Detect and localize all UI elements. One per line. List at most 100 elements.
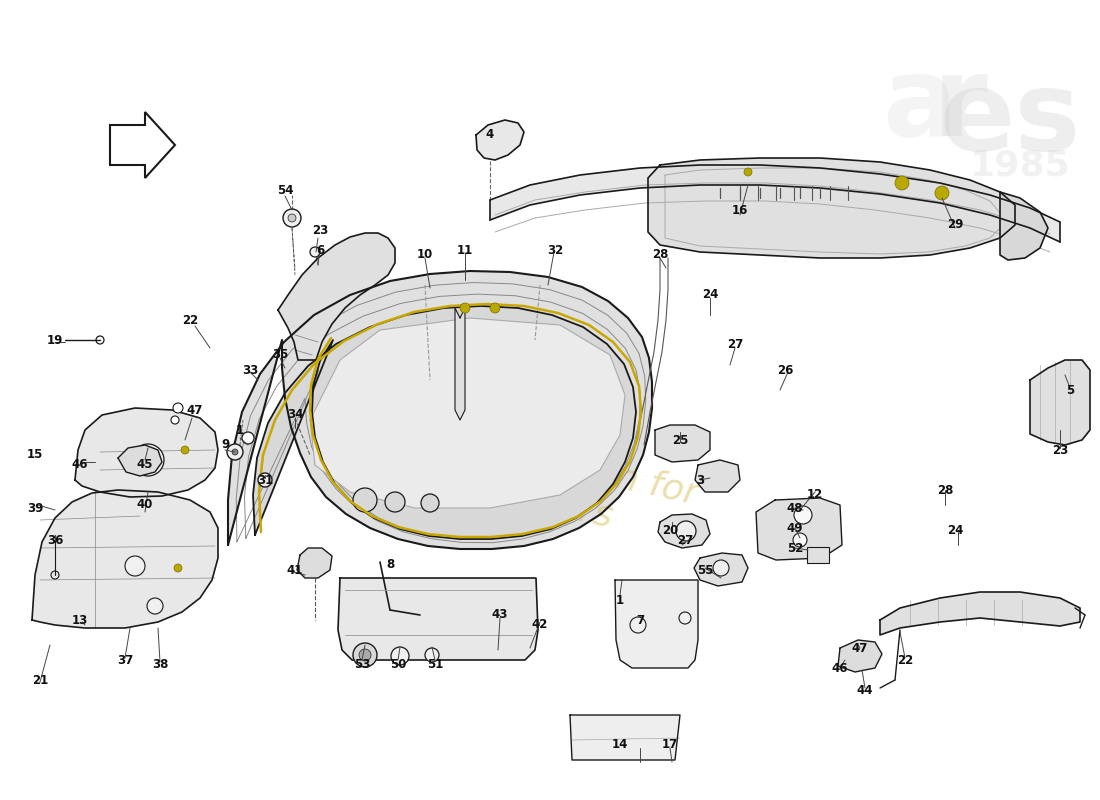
Polygon shape [1000, 192, 1048, 260]
Circle shape [744, 168, 752, 176]
Circle shape [242, 432, 254, 444]
Text: 45: 45 [136, 458, 153, 471]
Text: 17: 17 [662, 738, 678, 751]
Text: 46: 46 [72, 458, 88, 471]
Text: 53: 53 [354, 658, 371, 671]
Circle shape [288, 214, 296, 222]
Text: 36: 36 [47, 534, 63, 546]
Text: 13: 13 [72, 614, 88, 626]
Polygon shape [118, 445, 162, 476]
Text: 38: 38 [152, 658, 168, 671]
Text: a passion for
cars: a passion for cars [459, 430, 702, 550]
Text: 9: 9 [221, 438, 229, 451]
Text: 52: 52 [786, 542, 803, 554]
Polygon shape [880, 592, 1080, 635]
Polygon shape [32, 490, 218, 628]
Text: 27: 27 [676, 534, 693, 546]
Circle shape [147, 598, 163, 614]
Polygon shape [455, 308, 465, 420]
Text: 26: 26 [777, 363, 793, 377]
Text: es: es [939, 66, 1080, 174]
Text: 10: 10 [417, 249, 433, 262]
Text: 44: 44 [857, 683, 873, 697]
Text: 22: 22 [182, 314, 198, 326]
Text: 28: 28 [652, 249, 668, 262]
Text: 43: 43 [492, 609, 508, 622]
Polygon shape [694, 553, 748, 586]
Polygon shape [228, 271, 652, 549]
Circle shape [895, 176, 909, 190]
Text: 34: 34 [287, 409, 304, 422]
Text: 7: 7 [636, 614, 645, 626]
Polygon shape [1030, 360, 1090, 445]
Circle shape [490, 303, 500, 313]
Circle shape [713, 560, 729, 576]
Circle shape [258, 473, 272, 487]
Circle shape [359, 649, 371, 661]
Text: 8: 8 [386, 558, 394, 571]
Polygon shape [490, 165, 1060, 242]
Circle shape [390, 647, 409, 665]
Text: 22: 22 [896, 654, 913, 666]
Polygon shape [615, 580, 698, 668]
Text: 16: 16 [732, 203, 748, 217]
Text: 35: 35 [272, 349, 288, 362]
Text: 1: 1 [235, 423, 244, 437]
Text: 29: 29 [947, 218, 964, 231]
Text: 47: 47 [851, 642, 868, 654]
Polygon shape [476, 120, 524, 160]
Text: 33: 33 [242, 363, 258, 377]
Polygon shape [278, 233, 395, 360]
FancyBboxPatch shape [807, 547, 829, 563]
Text: 1: 1 [616, 594, 624, 606]
Text: 3: 3 [696, 474, 704, 486]
Text: 39: 39 [26, 502, 43, 514]
Text: 20: 20 [662, 523, 678, 537]
Circle shape [679, 612, 691, 624]
Text: 51: 51 [427, 658, 443, 671]
Polygon shape [838, 640, 882, 672]
Polygon shape [695, 460, 740, 492]
Text: 54: 54 [277, 183, 294, 197]
Circle shape [132, 444, 164, 476]
Circle shape [232, 449, 238, 455]
Text: r: r [933, 51, 988, 158]
Circle shape [174, 564, 182, 572]
Text: 27: 27 [727, 338, 744, 351]
Circle shape [353, 488, 377, 512]
Text: 32: 32 [547, 243, 563, 257]
Text: 31: 31 [257, 474, 273, 486]
Circle shape [630, 617, 646, 633]
Text: 14: 14 [612, 738, 628, 751]
Polygon shape [310, 318, 625, 508]
Polygon shape [654, 425, 710, 462]
Circle shape [125, 556, 145, 576]
Circle shape [794, 506, 812, 524]
Text: 19: 19 [47, 334, 63, 346]
Circle shape [283, 209, 301, 227]
Text: 42: 42 [531, 618, 548, 631]
Text: 47: 47 [187, 403, 204, 417]
Circle shape [385, 492, 405, 512]
Text: 12: 12 [807, 489, 823, 502]
Text: a: a [882, 51, 957, 158]
Circle shape [227, 444, 243, 460]
Text: 55: 55 [696, 563, 713, 577]
Text: 11: 11 [456, 243, 473, 257]
Text: 37: 37 [117, 654, 133, 666]
Text: 15: 15 [26, 449, 43, 462]
Circle shape [793, 533, 807, 547]
Circle shape [182, 446, 189, 454]
Text: 50: 50 [389, 658, 406, 671]
Circle shape [460, 303, 470, 313]
Polygon shape [253, 306, 636, 539]
Text: 24: 24 [702, 289, 718, 302]
Circle shape [173, 403, 183, 413]
Polygon shape [658, 514, 710, 548]
Text: 21: 21 [32, 674, 48, 686]
Circle shape [353, 643, 377, 667]
Polygon shape [75, 408, 218, 497]
Text: 48: 48 [786, 502, 803, 514]
Text: 41: 41 [287, 563, 304, 577]
Text: 49: 49 [786, 522, 803, 534]
